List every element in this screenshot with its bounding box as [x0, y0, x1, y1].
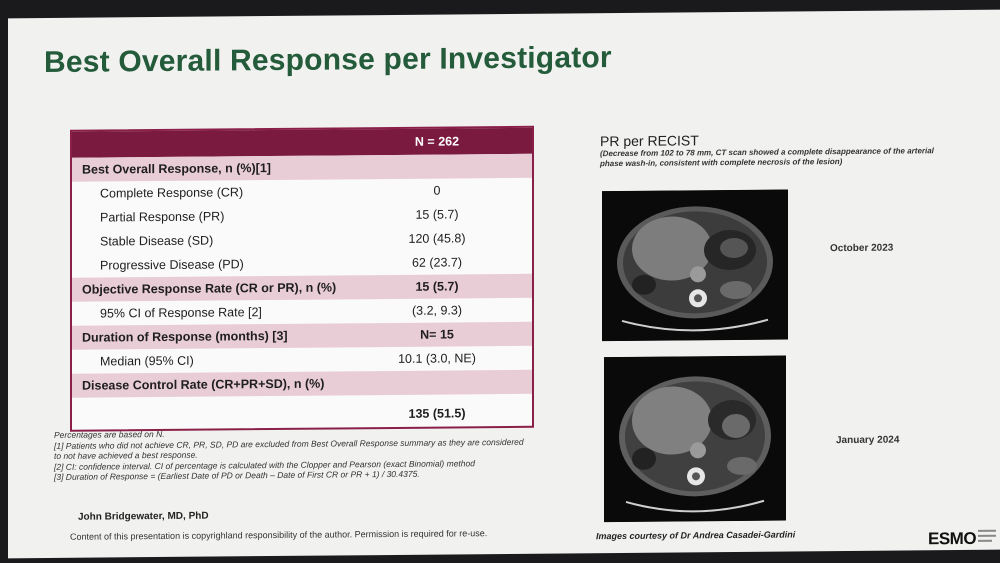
scan-date-january: January 2024 — [836, 434, 900, 447]
row-label: 95% CI of Response Rate [2] — [100, 305, 262, 321]
footnotes: Percentages are based on N. [1] Patients… — [54, 426, 524, 483]
scan-date-october: October 2023 — [830, 242, 894, 255]
table-header-row: N = 262 — [72, 127, 532, 158]
esmo-logo: ESMO — [928, 524, 998, 556]
dcr-value: 135 (51.5) — [408, 406, 466, 421]
ct-scan-image-january — [604, 355, 786, 523]
slide-title: Best Overall Response per Investigator — [44, 41, 612, 80]
row-value: 15 (5.7) — [415, 279, 459, 294]
response-table: N = 262 Best Overall Response, n (%)[1] C… — [70, 125, 534, 432]
pr-subtitle: (Decrease from 102 to 78 mm, CT scan sho… — [600, 146, 934, 169]
copyright-notice: Content of this presentation is copyrigh… — [70, 528, 488, 542]
row-value — [372, 166, 502, 167]
row-value: 15 (5.7) — [415, 207, 459, 222]
row-label: Best Overall Response, n (%)[1] — [82, 161, 271, 177]
row-value — [372, 382, 502, 383]
row-label: Progressive Disease (PD) — [100, 257, 244, 273]
row-value: (3.2, 9.3) — [411, 303, 463, 318]
row-label: Objective Response Rate (CR or PR), n (%… — [82, 280, 337, 297]
slide: Best Overall Response per Investigator N… — [8, 9, 1000, 559]
image-courtesy: Images courtesy of Dr Andrea Casadei-Gar… — [596, 529, 796, 542]
table-row-dcr-value: 135 (51.5) — [72, 394, 532, 430]
author-name: John Bridgewater, MD, PhD — [78, 510, 209, 523]
row-label: Complete Response (CR) — [100, 185, 244, 201]
row-value: 10.1 (3.0, NE) — [398, 351, 476, 366]
row-label: Partial Response (PR) — [100, 209, 225, 225]
logo-text: ESMO — [928, 529, 976, 548]
pr-title: PR per RECIST — [600, 132, 699, 150]
row-label: Median (95% CI) — [100, 353, 194, 369]
row-value: 0 — [433, 183, 441, 198]
row-label: Stable Disease (SD) — [100, 233, 214, 249]
header-n-value: N = 262 — [414, 134, 460, 149]
row-value: 120 (45.8) — [408, 231, 466, 246]
row-value: N= 15 — [420, 327, 454, 342]
ct-scan-image-october — [602, 189, 788, 342]
row-label: Disease Control Rate (CR+PR+SD), n (%) — [82, 376, 325, 393]
row-value: 62 (23.7) — [411, 255, 463, 270]
row-label: Duration of Response (months) [3] — [82, 328, 288, 345]
